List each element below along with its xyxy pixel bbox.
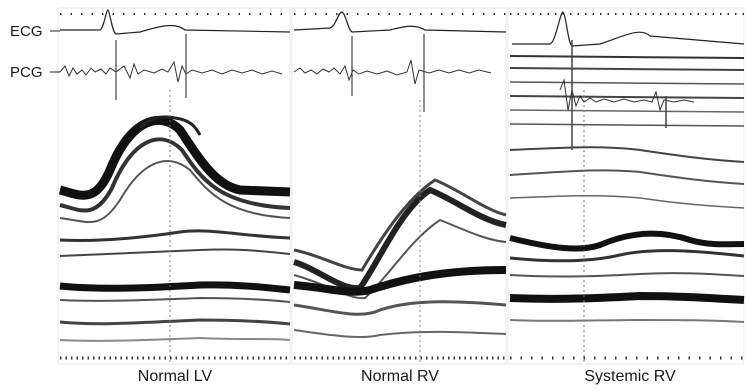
srv-band-7 bbox=[510, 296, 744, 300]
panel-label-normal-rv: Normal RV bbox=[305, 368, 495, 386]
pcg-label: PCG bbox=[10, 64, 43, 81]
panel-label-normal-lv: Normal LV bbox=[80, 368, 270, 386]
lv-wall-band-3 bbox=[60, 285, 290, 290]
ecg-label: ECG bbox=[10, 23, 43, 40]
panel-label-systemic-rv: Systemic RV bbox=[530, 368, 730, 386]
